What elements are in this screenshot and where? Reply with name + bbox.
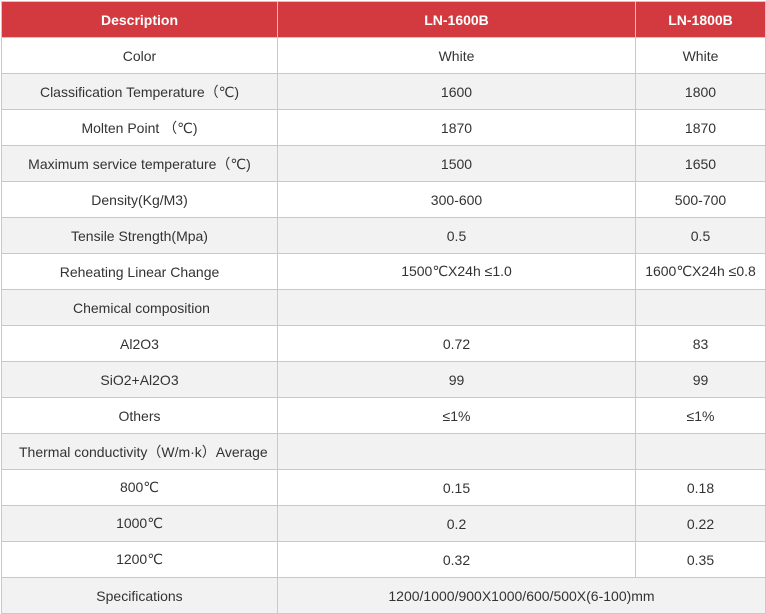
row-value-ln-1600b: 0.32 — [277, 541, 636, 578]
table-row: Tensile Strength(Mpa) 0.5 0.5 — [1, 217, 766, 254]
table-row: 1200℃ 0.32 0.35 — [1, 541, 766, 578]
row-label: Classification Temperature（℃) — [1, 73, 278, 110]
section-row-thermal-conductivity: Thermal conductivity（W/m·k）Average — [1, 433, 766, 470]
row-value-ln-1600b: 0.2 — [277, 505, 636, 542]
table-body: Color White White Classification Tempera… — [1, 37, 766, 614]
row-label: 800℃ — [1, 469, 278, 506]
row-value-ln-1800b: 1870 — [635, 109, 766, 146]
table-row: SiO2+Al2O3 99 99 — [1, 361, 766, 398]
row-value-ln-1800b: ≤1% — [635, 397, 766, 434]
table-row: 1000℃ 0.2 0.22 — [1, 505, 766, 542]
table-row: Color White White — [1, 37, 766, 74]
row-value-ln-1800b: 0.22 — [635, 505, 766, 542]
row-value-ln-1600b: ≤1% — [277, 397, 636, 434]
row-value-ln-1800b: 1600℃X24h ≤0.8 — [635, 253, 766, 290]
header-row: Description LN-1600B LN-1800B — [1, 1, 766, 38]
row-label: SiO2+Al2O3 — [1, 361, 278, 398]
row-value-ln-1600b: White — [277, 37, 636, 74]
table-row: Molten Point （℃) 1870 1870 — [1, 109, 766, 146]
row-value-ln-1800b: 1800 — [635, 73, 766, 110]
row-label: Maximum service temperature（℃) — [1, 145, 278, 182]
row-value-ln-1800b: 1650 — [635, 145, 766, 182]
section-label: Thermal conductivity（W/m·k）Average — [1, 433, 278, 470]
row-value-ln-1800b: 0.5 — [635, 217, 766, 254]
row-value-ln-1600b: 1870 — [277, 109, 636, 146]
specifications-label: Specifications — [1, 577, 278, 614]
row-value-ln-1600b: 300-600 — [277, 181, 636, 218]
row-value-ln-1600b: 1500 — [277, 145, 636, 182]
row-label: Color — [1, 37, 278, 74]
row-value-ln-1800b — [635, 289, 766, 326]
row-label: Others — [1, 397, 278, 434]
row-value-ln-1600b — [277, 433, 636, 470]
table-row: Others ≤1% ≤1% — [1, 397, 766, 434]
header-ln-1600b: LN-1600B — [277, 1, 636, 38]
table-row: Classification Temperature（℃) 1600 1800 — [1, 73, 766, 110]
table-row: 800℃ 0.15 0.18 — [1, 469, 766, 506]
row-value-ln-1800b: 0.18 — [635, 469, 766, 506]
table-header: Description LN-1600B LN-1800B — [1, 1, 766, 38]
row-label: Tensile Strength(Mpa) — [1, 217, 278, 254]
row-value-ln-1800b — [635, 433, 766, 470]
table-row: Density(Kg/M3) 300-600 500-700 — [1, 181, 766, 218]
row-label: Molten Point （℃) — [1, 109, 278, 146]
row-value-ln-1600b: 99 — [277, 361, 636, 398]
row-value-ln-1600b: 0.15 — [277, 469, 636, 506]
specifications-row: Specifications 1200/1000/900X1000/600/50… — [1, 577, 766, 614]
row-label: 1200℃ — [1, 541, 278, 578]
row-value-ln-1600b: 1600 — [277, 73, 636, 110]
row-value-ln-1800b: White — [635, 37, 766, 74]
row-label: Al2O3 — [1, 325, 278, 362]
row-label: Density(Kg/M3) — [1, 181, 278, 218]
row-value-ln-1600b — [277, 289, 636, 326]
header-description: Description — [1, 1, 278, 38]
row-label: Reheating Linear Change — [1, 253, 278, 290]
row-value-ln-1600b: 1500℃X24h ≤1.0 — [277, 253, 636, 290]
section-row-chemical-composition: Chemical composition — [1, 289, 766, 326]
row-value-ln-1800b: 99 — [635, 361, 766, 398]
row-value-ln-1800b: 500-700 — [635, 181, 766, 218]
row-value-ln-1800b: 0.35 — [635, 541, 766, 578]
table-row: Maximum service temperature（℃) 1500 1650 — [1, 145, 766, 182]
row-value-ln-1600b: 0.72 — [277, 325, 636, 362]
section-label: Chemical composition — [1, 289, 278, 326]
header-ln-1800b: LN-1800B — [635, 1, 766, 38]
row-label: 1000℃ — [1, 505, 278, 542]
specifications-value: 1200/1000/900X1000/600/500X(6-100)mm — [277, 577, 766, 614]
row-value-ln-1600b: 0.5 — [277, 217, 636, 254]
table-row: Al2O3 0.72 83 — [1, 325, 766, 362]
row-value-ln-1800b: 83 — [635, 325, 766, 362]
table-row: Reheating Linear Change 1500℃X24h ≤1.0 1… — [1, 253, 766, 290]
